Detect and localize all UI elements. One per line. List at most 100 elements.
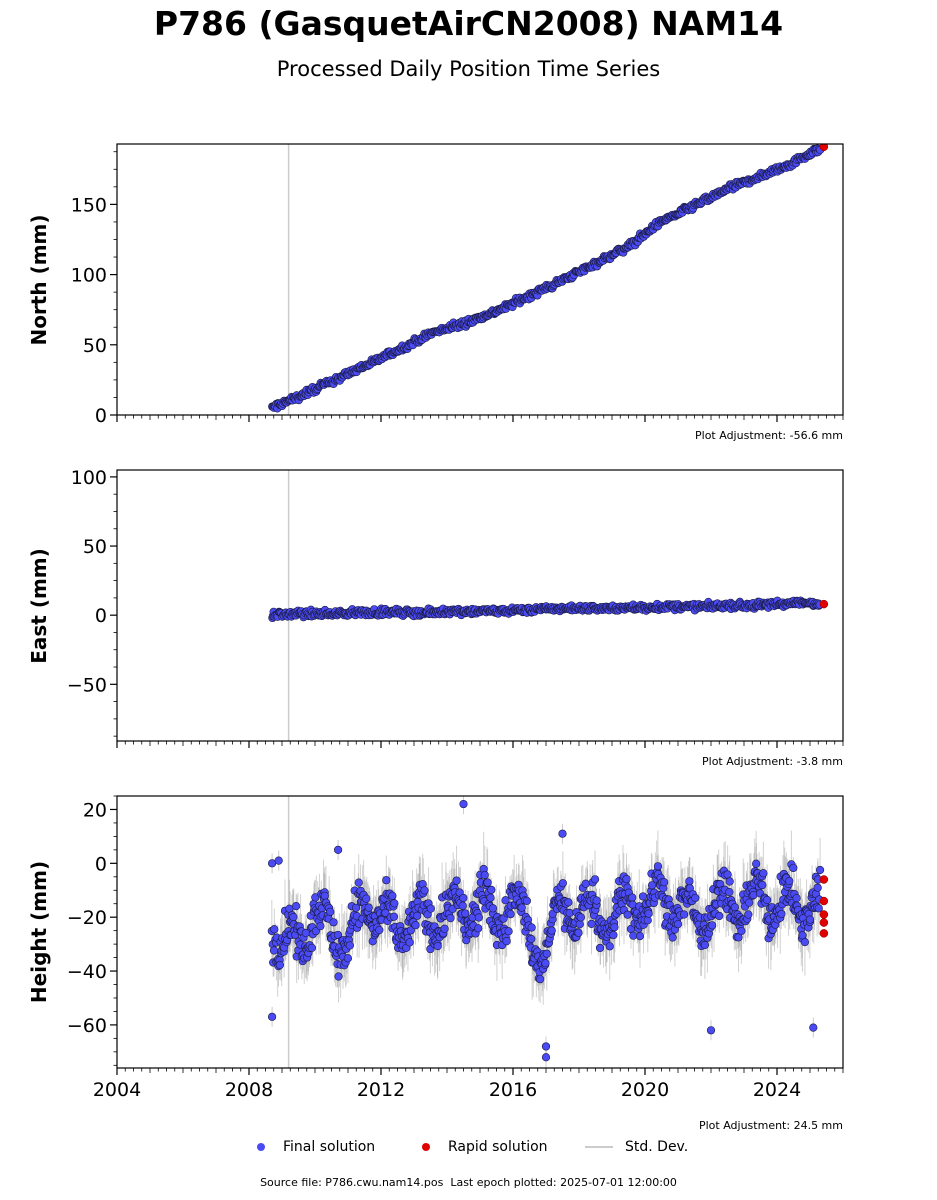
final-point	[420, 886, 429, 895]
height-final-points	[267, 799, 825, 1062]
east-x-ticks	[116, 741, 844, 748]
last-epoch-text: Last epoch plotted: 2025-07-01 12:00:00	[450, 1176, 677, 1189]
north-y-ticks: 0 50 100 150	[71, 151, 117, 427]
final-point	[270, 925, 279, 934]
final-point	[452, 876, 461, 885]
y-tick-label: −50	[67, 674, 107, 696]
north-plot-adjustment: Plot Adjustment: -56.6 mm	[695, 429, 843, 442]
footer: Source file: P786.cwu.nam14.pos Last epo…	[0, 1176, 937, 1189]
final-point	[558, 879, 567, 888]
final-point	[595, 943, 605, 953]
final-point	[609, 930, 618, 940]
final-point	[316, 922, 325, 931]
y-tick-label: −40	[67, 961, 107, 983]
final-point	[581, 879, 590, 888]
final-point	[406, 926, 415, 935]
final-point	[628, 893, 637, 902]
final-point	[587, 919, 596, 928]
final-point	[375, 925, 384, 935]
final-point	[815, 865, 825, 875]
rapid-point	[819, 910, 829, 919]
legend-final-label: Final solution	[283, 1139, 376, 1155]
final-point	[354, 878, 363, 887]
final-point	[813, 883, 822, 892]
final-point	[364, 903, 373, 912]
final-point	[362, 894, 371, 903]
final-point	[389, 912, 399, 921]
outlier-point	[274, 856, 283, 865]
final-point	[789, 863, 798, 873]
final-point	[725, 877, 734, 886]
final-point	[700, 940, 709, 950]
final-point	[759, 869, 768, 878]
final-point	[446, 913, 455, 923]
height-panel: 2004 2008 2012 2016 2020 2024 −60 −40 −20 0 20 Heig…	[27, 795, 844, 1101]
final-point	[647, 881, 657, 890]
y-tick-label: 150	[71, 194, 107, 216]
final-point	[458, 901, 467, 910]
final-point	[459, 893, 468, 903]
final-point	[527, 923, 536, 932]
north-plot-area	[268, 144, 829, 415]
final-point	[405, 938, 414, 947]
final-point	[715, 911, 724, 921]
outlier-point	[268, 1012, 277, 1021]
legend-rapid-label: Rapid solution	[448, 1139, 548, 1155]
final-point	[542, 949, 551, 958]
final-point	[269, 946, 279, 955]
final-point	[576, 913, 585, 922]
final-point	[668, 933, 677, 942]
east-y-ticks: −50 0 50 100	[67, 467, 117, 737]
final-point	[292, 902, 301, 911]
final-point	[307, 943, 316, 952]
y-tick-label: −60	[67, 1015, 107, 1037]
east-panel: −50 0 50 100 East (mm)	[27, 467, 844, 748]
final-point	[744, 910, 753, 919]
x-tick-label: 2012	[357, 1079, 405, 1101]
final-point	[480, 870, 489, 880]
final-point	[382, 876, 391, 885]
final-point	[547, 926, 556, 935]
final-point	[592, 896, 601, 905]
y-tick-label: 50	[83, 536, 107, 558]
final-point	[792, 894, 801, 903]
final-point	[329, 918, 338, 927]
final-point	[629, 931, 638, 940]
final-point	[311, 893, 320, 902]
final-point	[504, 927, 513, 936]
rapid-point	[819, 918, 829, 927]
final-point	[488, 904, 498, 913]
height-y-ticks: −60 −40 −20 0 20	[67, 795, 117, 1066]
chart-title: P786 (GasquetAirCN2008) NAM14	[153, 4, 784, 43]
final-point	[725, 888, 734, 897]
source-file-text: Source file: P786.cwu.nam14.pos	[260, 1176, 444, 1189]
final-point	[653, 862, 663, 871]
final-point	[334, 972, 343, 981]
final-point	[723, 870, 732, 879]
final-point	[638, 892, 648, 901]
final-point	[708, 921, 717, 930]
final-point	[605, 942, 614, 951]
final-point	[517, 903, 526, 912]
y-tick-label: 0	[95, 605, 107, 627]
east-plot-adjustment: Plot Adjustment: -3.8 mm	[702, 755, 843, 768]
east-y-axis-label: East (mm)	[27, 548, 51, 664]
final-point	[333, 930, 343, 940]
rapid-point	[819, 144, 829, 152]
final-point	[635, 932, 645, 941]
height-x-ticks: 2004 2008 2012 2016 2020 2024	[93, 1068, 844, 1101]
final-point	[486, 893, 495, 902]
final-point	[574, 928, 583, 937]
final-point	[763, 895, 772, 905]
final-point	[541, 959, 550, 968]
east-rapid-points	[819, 599, 829, 609]
east-plot-area	[268, 470, 829, 741]
legend-item-rapid: Rapid solution	[422, 1137, 548, 1157]
outlier-point	[558, 829, 567, 838]
x-tick-label: 2024	[753, 1079, 801, 1101]
y-tick-label: 100	[71, 467, 107, 489]
height-plot-adjustment: Plot Adjustment: 24.5 mm	[698, 1119, 843, 1132]
x-tick-label: 2016	[489, 1079, 537, 1101]
final-point	[752, 859, 761, 868]
final-point	[737, 926, 746, 936]
